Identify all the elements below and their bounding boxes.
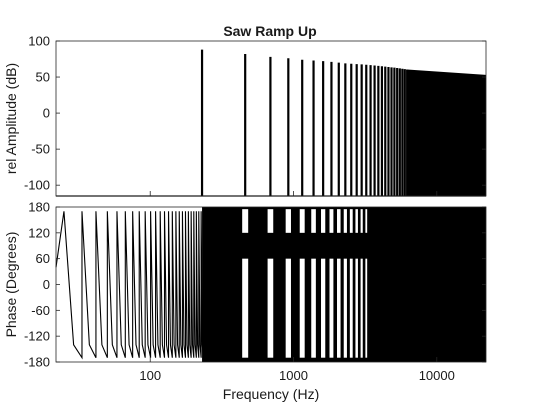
- phase-line-low: [55, 211, 204, 360]
- phase-gap: [299, 258, 305, 358]
- amplitude-y-ticks: 100 50 0 -50 -100: [24, 34, 486, 193]
- amplitude-axes: 100 50 0 -50 -100 rel Amplitude (dB): [3, 34, 487, 197]
- phase-y-tick-label: 120: [28, 225, 50, 240]
- phase-gap: [242, 258, 249, 358]
- phase-y-tick-label: -120: [24, 329, 50, 344]
- phase-gap: [329, 258, 334, 358]
- phase-y-tick-label: -60: [31, 303, 50, 318]
- dense-harmonic-band: [407, 69, 486, 196]
- amplitude-y-tick-label: 100: [28, 34, 50, 49]
- phase-y-ticks: 180 120 60 0 -60 -120 -180: [24, 200, 486, 370]
- phase-gap: [349, 258, 353, 358]
- amplitude-marks: [56, 49, 486, 197]
- phase-gap: [311, 258, 316, 358]
- phase-gap-top: [311, 209, 316, 233]
- phase-gap-top: [343, 209, 347, 233]
- amplitude-y-tick-label: -50: [31, 142, 50, 157]
- phase-x-axis-label: Frequency (Hz): [223, 386, 319, 402]
- phase-marks: [55, 207, 486, 362]
- phase-gap: [365, 258, 368, 358]
- phase-gap-top: [365, 209, 368, 233]
- phase-gap-top: [267, 209, 274, 233]
- phase-gap: [355, 258, 358, 358]
- phase-gap-top: [299, 209, 305, 233]
- phase-y-tick-label: -180: [24, 355, 50, 370]
- phase-axes: 180 120 60 0 -60 -120 -180 100 1000 10000 Phase …: [3, 191, 487, 402]
- phase-y-tick-label: 180: [28, 200, 50, 215]
- phase-gap: [343, 258, 347, 358]
- phase-gap-top: [321, 209, 326, 233]
- amplitude-y-tick-label: 0: [43, 106, 50, 121]
- amplitude-y-axis-label: rel Amplitude (dB): [3, 63, 19, 174]
- phase-gap: [285, 258, 291, 358]
- phase-y-axis-label: Phase (Degrees): [3, 232, 19, 338]
- phase-x-tick-label: 10000: [419, 368, 455, 383]
- phase-x-tick-label: 1000: [279, 368, 308, 383]
- amplitude-axes-frame: [55, 40, 487, 197]
- phase-y-tick-label: 0: [43, 277, 50, 292]
- phase-gap: [267, 258, 274, 358]
- phase-x-ticks: 100 1000 10000: [139, 191, 455, 383]
- phase-gap-top: [329, 209, 334, 233]
- phase-gap-top: [360, 209, 363, 233]
- phase-gap: [337, 258, 341, 358]
- amplitude-y-tick-label: 50: [36, 70, 50, 85]
- phase-x-tick-label: 100: [139, 368, 161, 383]
- phase-gap-top: [242, 209, 249, 233]
- phase-gap: [321, 258, 326, 358]
- chart-title: Saw Ramp Up: [223, 23, 316, 39]
- phase-y-tick-label: 60: [36, 251, 50, 266]
- phase-gap-top: [349, 209, 353, 233]
- phase-gap-top: [355, 209, 358, 233]
- amplitude-y-tick-label: -100: [24, 178, 50, 193]
- phase-gap-top: [285, 209, 291, 233]
- phase-gap: [360, 258, 363, 358]
- phase-gap-top: [337, 209, 341, 233]
